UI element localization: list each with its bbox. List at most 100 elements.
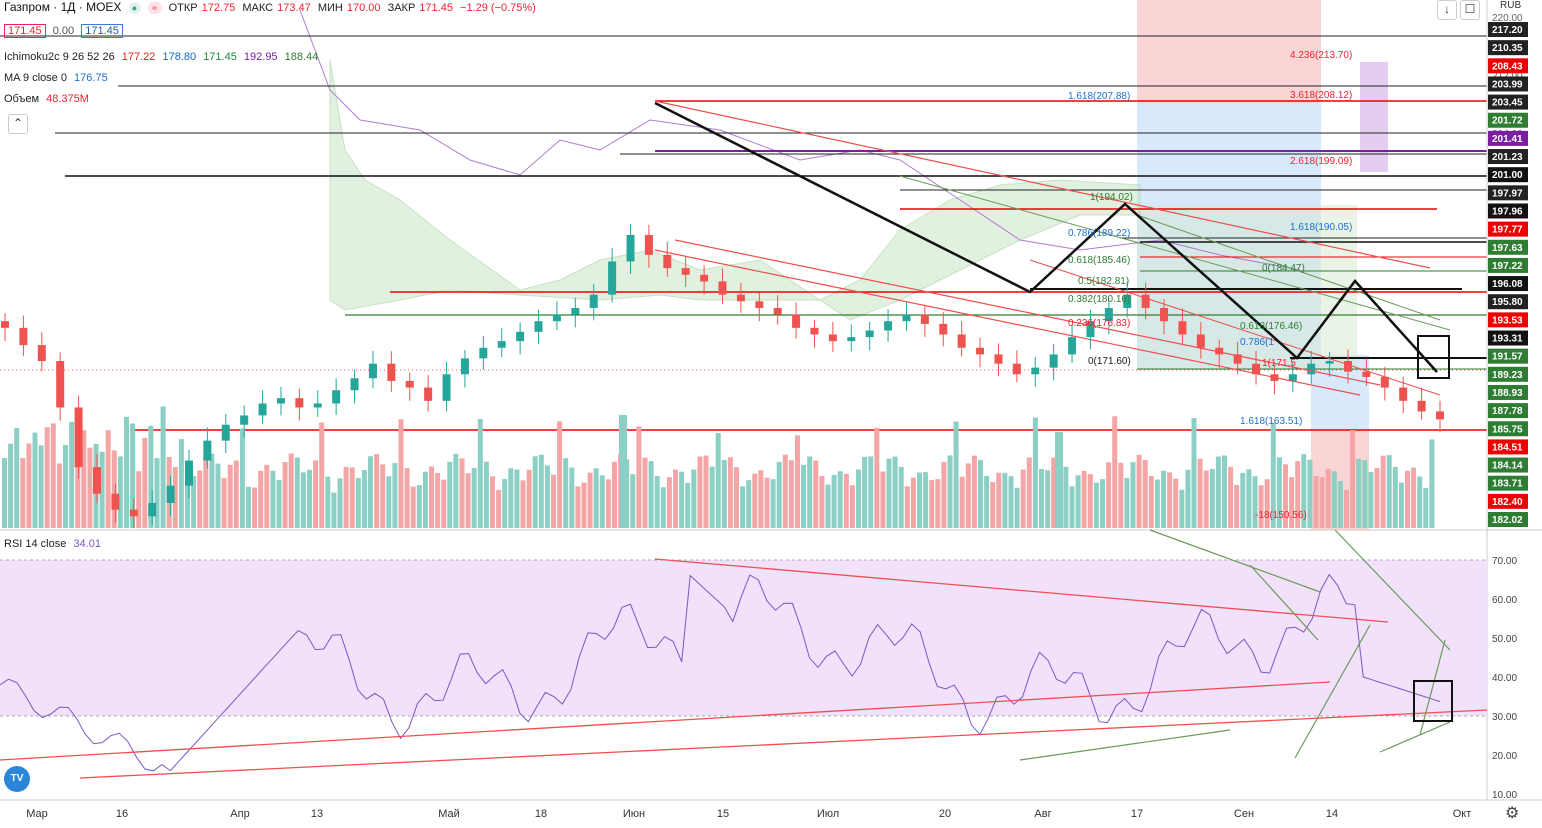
volume-bar [69, 421, 75, 528]
volume-bar [1106, 462, 1112, 528]
volume-bar [1295, 461, 1301, 528]
volume-bar [313, 460, 319, 528]
volume-bar [203, 456, 209, 528]
time-axis-label: Окт [1453, 808, 1472, 820]
price-tag-label: 203.45 [1492, 98, 1523, 109]
volume-bar [191, 475, 197, 528]
tradingview-logo[interactable]: TV [4, 766, 30, 792]
candle-body [552, 314, 561, 322]
time-axis-label: Июн [623, 808, 645, 820]
volume-bar [386, 476, 392, 528]
volume-bar [526, 469, 532, 528]
volume-bar [1313, 476, 1319, 528]
collapse-toggle[interactable]: ● [128, 2, 141, 14]
volume-legend[interactable]: Объем 48.375M [4, 93, 93, 105]
volume-bar [1270, 422, 1276, 528]
volume-bar [1020, 469, 1026, 528]
fib-level-label: 0(184.47) [1262, 263, 1305, 274]
volume-bar [837, 471, 843, 528]
volume-bar [1039, 469, 1044, 528]
candle-body [1068, 337, 1077, 355]
zigzag-pattern-line [654, 101, 1438, 373]
volume-bar [1356, 458, 1362, 528]
price-tag-label: 182.02 [1492, 515, 1523, 526]
volume-bar [685, 482, 691, 528]
fib-level-label: 0.382(180.16) [1068, 294, 1130, 305]
symbol-title[interactable]: Газпром · 1Д · MOEX [4, 0, 122, 14]
volume-bar [727, 457, 733, 528]
volume-bar [1045, 470, 1051, 528]
volume-bar [697, 456, 703, 528]
candle-body [681, 268, 690, 275]
volume-bar [319, 422, 325, 528]
trend-line [674, 239, 1381, 386]
arrow-down-icon[interactable]: ↓ [1437, 0, 1457, 20]
volume-bar [1307, 459, 1313, 528]
volume-bar [1240, 472, 1246, 528]
volume-bar [1167, 472, 1173, 528]
volume-bar [520, 480, 526, 528]
volume-bar [117, 456, 123, 528]
price-tag [1488, 94, 1528, 110]
open-value: 172.75 [201, 2, 236, 14]
rsi-legend[interactable]: RSI 14 close 34.01 [4, 538, 105, 550]
volume-bar [619, 415, 627, 528]
volume-bar [270, 470, 276, 528]
volume-bar [1234, 484, 1240, 528]
high-value: 173.47 [277, 2, 311, 14]
volume-bar [331, 492, 337, 528]
volume-bar [410, 486, 416, 528]
fib-level-label: 0(171.60) [1088, 356, 1131, 367]
fib-zone-purple [1360, 62, 1388, 172]
ichimoku-legend[interactable]: Ichimoku2c 9 26 52 26 177.22 178.80 171.… [4, 51, 322, 63]
price-tag-label: 197.97 [1492, 188, 1523, 199]
volume-bar [1051, 457, 1057, 528]
rsi-trend-line [654, 558, 1389, 623]
volume-bar [185, 465, 190, 528]
fib-level-label: 2.618(199.09) [1290, 156, 1352, 167]
volume-bar [1136, 454, 1142, 528]
candle-body [1086, 321, 1095, 338]
volume-bar [1112, 416, 1118, 528]
ichimoku-value: 177.22 [121, 51, 156, 63]
price-tag [1488, 276, 1528, 292]
fib-level-label: 0.786(189.22) [1068, 228, 1130, 239]
volume-bar [246, 486, 251, 528]
volume-bar [1055, 432, 1063, 528]
volume-bar [1423, 487, 1429, 528]
ask-button[interactable]: 171.45 [81, 24, 123, 38]
volume-bar [148, 425, 154, 528]
rsi-tick-label: 70.00 [1492, 556, 1517, 567]
maximize-icon[interactable]: ☐ [1460, 0, 1480, 20]
trend-line [654, 249, 1361, 396]
volume-bar [300, 472, 306, 528]
volume-bar [14, 428, 20, 528]
volume-bar [496, 489, 502, 528]
price-tag [1488, 130, 1528, 146]
volume-bar [130, 423, 136, 528]
gear-icon[interactable]: ⚙ [1505, 805, 1520, 822]
volume-bar [1283, 464, 1288, 528]
collapse-legend-button[interactable]: ⌃ [8, 114, 28, 134]
volume-bar [142, 437, 148, 528]
ichimoku-value: 171.45 [203, 51, 237, 63]
volume-bar [63, 444, 68, 528]
rsi-tick-label: 20.00 [1492, 751, 1517, 762]
bid-button[interactable]: 171.45 [4, 24, 46, 38]
volume-bar [1002, 472, 1008, 528]
rsi-label: RSI 14 close [4, 538, 67, 550]
high-label: МАКС [242, 2, 274, 14]
rsi-trend-line [79, 709, 1488, 779]
ma-legend[interactable]: MA 9 close 0 176.75 [4, 72, 112, 84]
compare-toggle[interactable]: ≈ [147, 2, 162, 14]
price-tag-label: 185.75 [1492, 424, 1523, 435]
time-axis-label: Авг [1034, 808, 1051, 820]
volume-bar [630, 474, 636, 528]
volume-bar [355, 478, 361, 528]
volume-bar [795, 435, 800, 528]
candle-body [700, 274, 709, 282]
volume-bar [636, 426, 642, 528]
volume-bar [593, 468, 599, 528]
volume-bar [349, 467, 355, 528]
